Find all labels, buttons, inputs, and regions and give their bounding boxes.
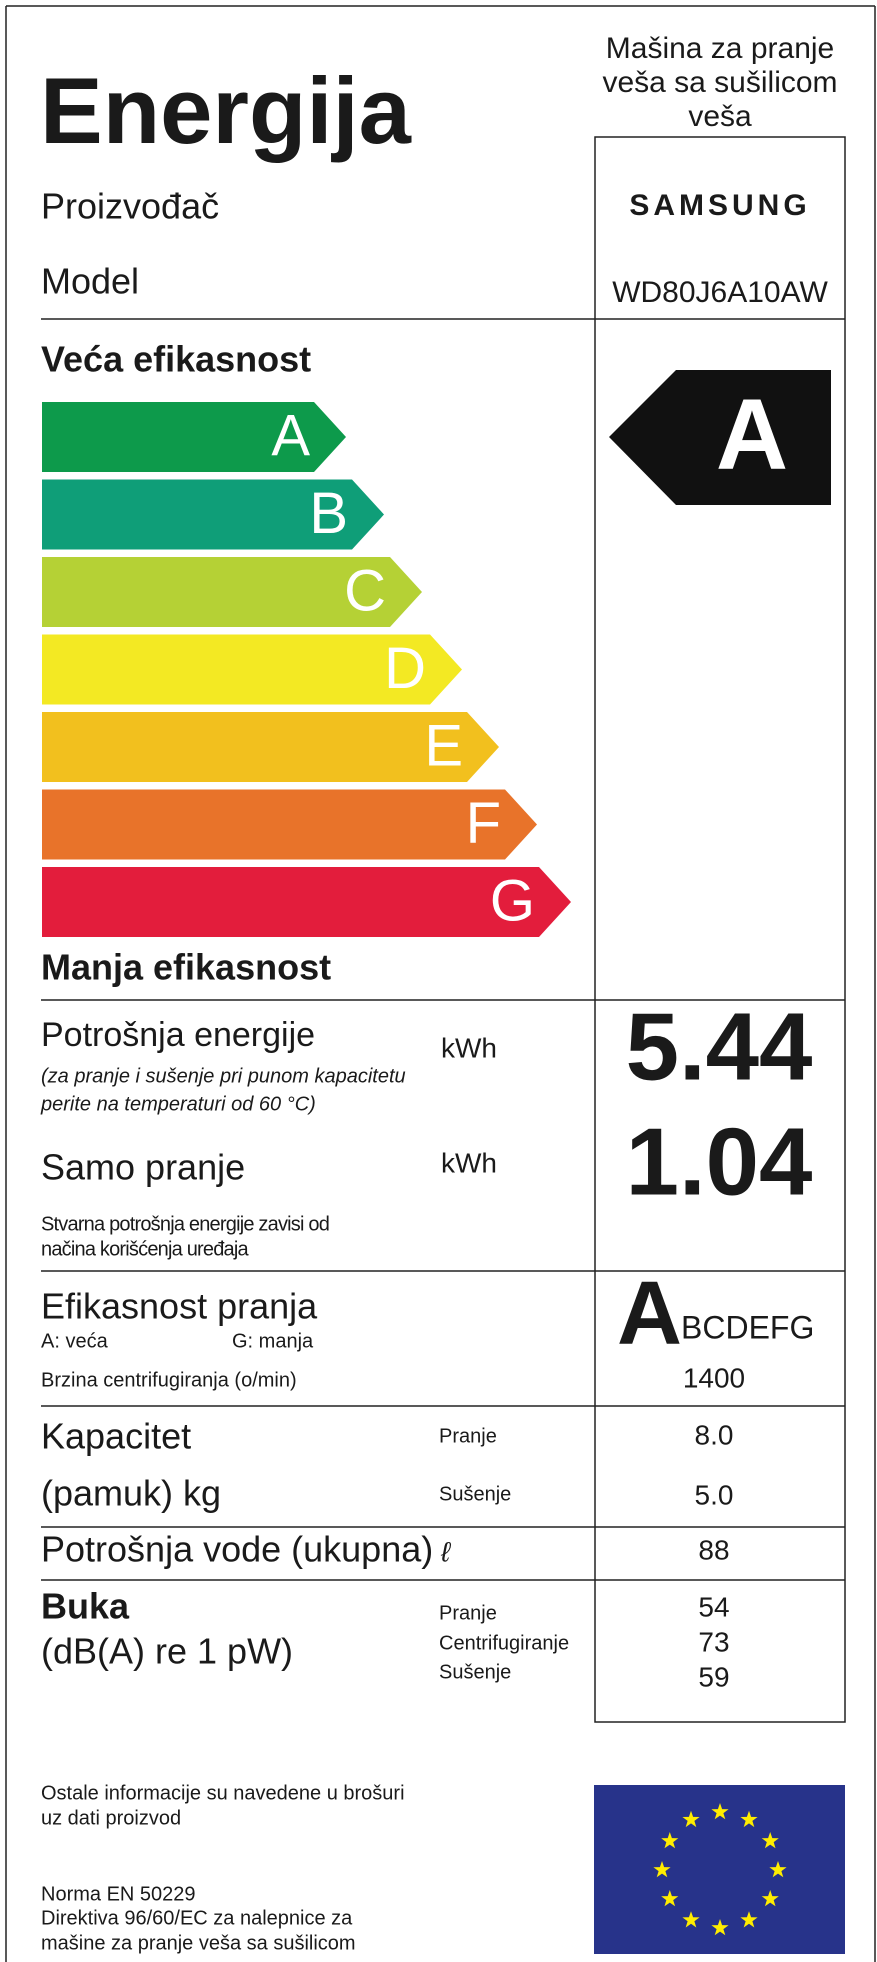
product-type: veša sa sušilicom [602, 66, 837, 99]
water-label: Potrošnja vode (ukupna) [41, 1529, 433, 1570]
product-type: veša [688, 100, 752, 133]
value-column [594, 136, 846, 1723]
water-unit: ℓ [440, 1536, 452, 1567]
wash-only-unit: kWh [441, 1147, 497, 1178]
noise-item-value: 59 [698, 1661, 729, 1692]
energy-label: Potrošnja energije [41, 1016, 315, 1054]
wash-efficiency-worst: G: manja [232, 1330, 314, 1352]
capacity-label: Kapacitet [41, 1416, 191, 1457]
eu-star [653, 1861, 671, 1878]
eu-star [740, 1810, 758, 1828]
noise-item-value: 54 [698, 1591, 729, 1622]
footer-info: uz dati proizvod [41, 1807, 181, 1829]
class-bar [42, 557, 422, 627]
water-value: 88 [698, 1534, 729, 1565]
model: WD80J6A10AW [612, 276, 828, 309]
noise-item-label: Pranje [439, 1602, 497, 1624]
footer-norm: mašine za pranje veša sa sušilicom [41, 1932, 356, 1954]
noise-item-value: 73 [698, 1626, 729, 1657]
class-letter: D [384, 636, 426, 701]
rating: A [716, 378, 788, 490]
title: Energija [40, 58, 412, 163]
class-bar [42, 789, 537, 860]
wash-efficiency-class: A [617, 1264, 682, 1364]
capacity-dry-label: Sušenje [439, 1483, 511, 1505]
noise-item-label: Sušenje [439, 1661, 511, 1683]
eu-star [761, 1832, 779, 1849]
class-letter: E [424, 713, 463, 778]
product-type: Mašina za pranje [606, 32, 834, 65]
spin-value: 1400 [683, 1362, 745, 1393]
class-letter: C [344, 558, 386, 623]
eu-star [761, 1890, 779, 1907]
class-bar [42, 712, 499, 782]
class-letter: G [490, 868, 535, 933]
class-letter: A [271, 403, 310, 468]
noise-unit: (dB(A) re 1 pW) [41, 1631, 293, 1672]
energy-unit: kWh [441, 1032, 497, 1063]
eu-star [682, 1911, 700, 1928]
scale-bottom-label: Manja efikasnost [41, 947, 331, 988]
class-letter: B [309, 481, 348, 546]
eu-star [769, 1861, 787, 1878]
wash-only-note: Stvarna potrošnja energije zavisi od [41, 1213, 329, 1235]
energy-note: (za pranje i sušenje pri punom kapacitet… [41, 1065, 406, 1087]
wash-only-label: Samo pranje [41, 1147, 245, 1188]
wash-efficiency-label: Efikasnost pranja [41, 1286, 318, 1327]
manufacturer: SAMSUNG [629, 189, 810, 222]
wash-only-value: 1.04 [626, 1108, 813, 1215]
capacity-label: (pamuk) kg [41, 1473, 221, 1514]
scale-top-label: Veća efikasnost [41, 339, 311, 380]
eu-star [711, 1919, 729, 1936]
noise-item-label: Centrifugiranje [439, 1632, 569, 1654]
footer-norm: Direktiva 96/60/EC za nalepnice za [41, 1907, 353, 1929]
capacity-dry: 5.0 [695, 1479, 734, 1510]
footer-info: Ostale informacije su navedene u brošuri [41, 1782, 405, 1804]
rating-arrow [609, 370, 831, 505]
wash-only-note: načina korišćenja uređaja [41, 1238, 249, 1260]
capacity-wash: 8.0 [695, 1419, 734, 1450]
capacity-wash-label: Pranje [439, 1425, 497, 1447]
eu-star [682, 1810, 700, 1828]
spin-label: Brzina centrifugiranja (o/min) [41, 1369, 297, 1391]
wash-efficiency-others: BCDEFG [681, 1309, 814, 1345]
class-letter: F [466, 791, 501, 856]
model-label: Model [41, 261, 139, 302]
energy-value: 5.44 [626, 993, 813, 1100]
wash-efficiency-best: A: veća [41, 1330, 109, 1352]
eu-star [661, 1890, 679, 1907]
class-bar [42, 867, 571, 937]
eu-star [711, 1803, 729, 1820]
manufacturer-label: Proizvođač [41, 186, 219, 227]
energy-note: perite na temperaturi od 60 °C) [40, 1093, 316, 1115]
eu-star [661, 1832, 679, 1849]
class-bar [42, 634, 462, 705]
noise-label: Buka [41, 1586, 130, 1627]
class-bar [42, 479, 384, 550]
eu-star [740, 1911, 758, 1928]
class-bar [42, 402, 346, 472]
footer-norm: Norma EN 50229 [41, 1883, 196, 1905]
